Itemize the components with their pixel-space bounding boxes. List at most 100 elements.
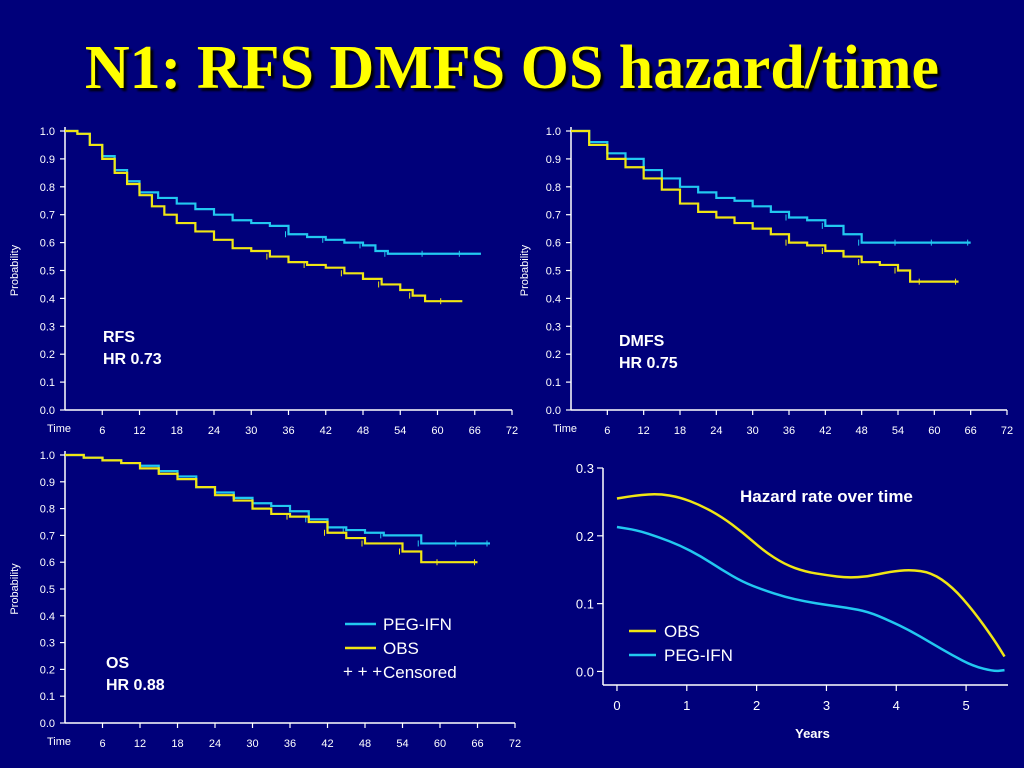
rfs-hr-value: HR 0.73 (103, 351, 162, 368)
hazard-y-tick-label: 0.2 (576, 529, 594, 544)
dmfs-x-tick-label: 12 (638, 425, 650, 437)
rfs-x-tick-label: 36 (282, 425, 294, 437)
rfs-x-tick-label: 18 (171, 425, 183, 437)
rfs-obs-censor-marks (266, 253, 442, 305)
os-y-tick-label: 0.2 (40, 664, 55, 676)
hazard-x-tick-label: 2 (753, 698, 760, 713)
dmfs-peg_ifn-line (571, 129, 971, 244)
rfs-x-tick-label: 42 (320, 425, 332, 437)
rfs-obs-line (65, 129, 463, 303)
os-hr-value: HR 0.88 (106, 677, 165, 694)
rfs-x-tick-label: 6 (99, 425, 105, 437)
dmfs-x-tick-label: 72 (1001, 425, 1013, 437)
dmfs-x-tick-label: 36 (783, 425, 795, 437)
rfs-x-tick-label: 30 (245, 425, 257, 437)
os-y-tick-label: 1.0 (40, 450, 55, 462)
os-y-tick-label: 0.1 (40, 691, 55, 703)
hazard-title: Hazard rate over time (740, 487, 913, 506)
rfs-y-axis-title: Probability (9, 244, 21, 296)
os-y-tick-label: 0.8 (40, 504, 55, 516)
dmfs-y-tick-label: 0.6 (546, 238, 561, 250)
rfs-y-tick-label: 0.3 (40, 321, 55, 333)
os-y-tick-label: 0.4 (40, 611, 55, 623)
os-y-axis-title: Probability (9, 563, 21, 615)
hazard-legend-label-peg_ifn: PEG-IFN (664, 646, 733, 665)
rfs-y-tick-label: 0.0 (40, 405, 55, 417)
dmfs-obs-censor-marks (785, 239, 957, 285)
dmfs-x-tick-label: 30 (747, 425, 759, 437)
legend-label-peg_ifn: PEG-IFN (383, 615, 452, 634)
dmfs-obs-line (571, 129, 959, 283)
dmfs-x-tick-label: 42 (819, 425, 831, 437)
dmfs-x-tick-label: 60 (928, 425, 940, 437)
legend-swatch-censored: + + + (343, 662, 382, 681)
dmfs-x-tick-label: 66 (965, 425, 977, 437)
dmfs-x-tick-label: 48 (856, 425, 868, 437)
rfs-x-tick-label: 54 (394, 425, 406, 437)
hazard-x-tick-label: 1 (683, 698, 690, 713)
hazard-x-tick-label: 0 (613, 698, 620, 713)
dmfs-y-tick-label: 0.0 (546, 405, 561, 417)
os-x-tick-label: 36 (284, 738, 296, 750)
os-y-tick-label: 0.0 (40, 718, 55, 730)
dmfs-x-tick-label: 24 (710, 425, 722, 437)
hazard-x-tick-label: 5 (962, 698, 969, 713)
dmfs-y-tick-label: 0.2 (546, 349, 561, 361)
dmfs-y-tick-label: 0.9 (546, 154, 561, 166)
rfs-y-tick-label: 0.1 (40, 377, 55, 389)
os-obs-line (65, 453, 478, 564)
os-x-tick-label: 66 (471, 738, 483, 750)
os-x-tick-label: 12 (134, 738, 146, 750)
legend-label-censored: Censored (383, 663, 457, 682)
hazard-legend-label-obs: OBS (664, 622, 700, 641)
dmfs-label: DMFS (619, 333, 665, 350)
os-x-axis-title: Time (47, 736, 71, 748)
legend-label-obs: OBS (383, 639, 419, 658)
dmfs-hr-value: HR 0.75 (619, 355, 678, 372)
dmfs-y-tick-label: 0.1 (546, 377, 561, 389)
os-x-tick-label: 54 (396, 738, 408, 750)
dmfs-x-tick-label: 54 (892, 425, 904, 437)
rfs-x-tick-label: 60 (431, 425, 443, 437)
dmfs-y-tick-label: 0.5 (546, 266, 561, 278)
rfs-y-tick-label: 1.0 (40, 126, 55, 138)
os-x-tick-label: 6 (99, 738, 105, 750)
slide-title: N1: RFS DMFS OS hazard/time (84, 34, 940, 102)
hazard-x-tick-label: 3 (823, 698, 830, 713)
os-label: OS (106, 655, 129, 672)
rfs-x-tick-label: 12 (133, 425, 145, 437)
os-x-tick-label: 48 (359, 738, 371, 750)
dmfs-y-tick-label: 0.8 (546, 182, 561, 194)
os-y-tick-label: 0.5 (40, 584, 55, 596)
rfs-y-tick-label: 0.7 (40, 210, 55, 222)
rfs-y-tick-label: 0.5 (40, 266, 55, 278)
os-x-tick-label: 60 (434, 738, 446, 750)
hazard-y-tick-label: 0.3 (576, 461, 594, 476)
os-x-tick-label: 24 (209, 738, 221, 750)
dmfs-x-axis-title: Time (553, 423, 577, 435)
os-x-tick-label: 72 (509, 738, 521, 750)
dmfs-x-tick-label: 6 (604, 425, 610, 437)
hazard-x-tick-label: 4 (893, 698, 900, 713)
rfs-label: RFS (103, 329, 135, 346)
dmfs-y-tick-label: 1.0 (546, 126, 561, 138)
rfs-x-tick-label: 72 (506, 425, 518, 437)
os-x-tick-label: 18 (171, 738, 183, 750)
rfs-x-tick-label: 66 (469, 425, 481, 437)
rfs-y-tick-label: 0.9 (40, 154, 55, 166)
dmfs-y-tick-label: 0.4 (546, 293, 561, 305)
hazard-x-axis-title: Years (795, 726, 830, 741)
rfs-x-tick-label: 24 (208, 425, 220, 437)
rfs-y-tick-label: 0.8 (40, 182, 55, 194)
dmfs-y-tick-label: 0.3 (546, 321, 561, 333)
dmfs-y-tick-label: 0.7 (546, 210, 561, 222)
os-y-tick-label: 0.3 (40, 638, 55, 650)
rfs-y-tick-label: 0.6 (40, 238, 55, 250)
os-x-tick-label: 42 (321, 738, 333, 750)
rfs-y-tick-label: 0.2 (40, 349, 55, 361)
hazard-y-tick-label: 0.1 (576, 597, 594, 612)
